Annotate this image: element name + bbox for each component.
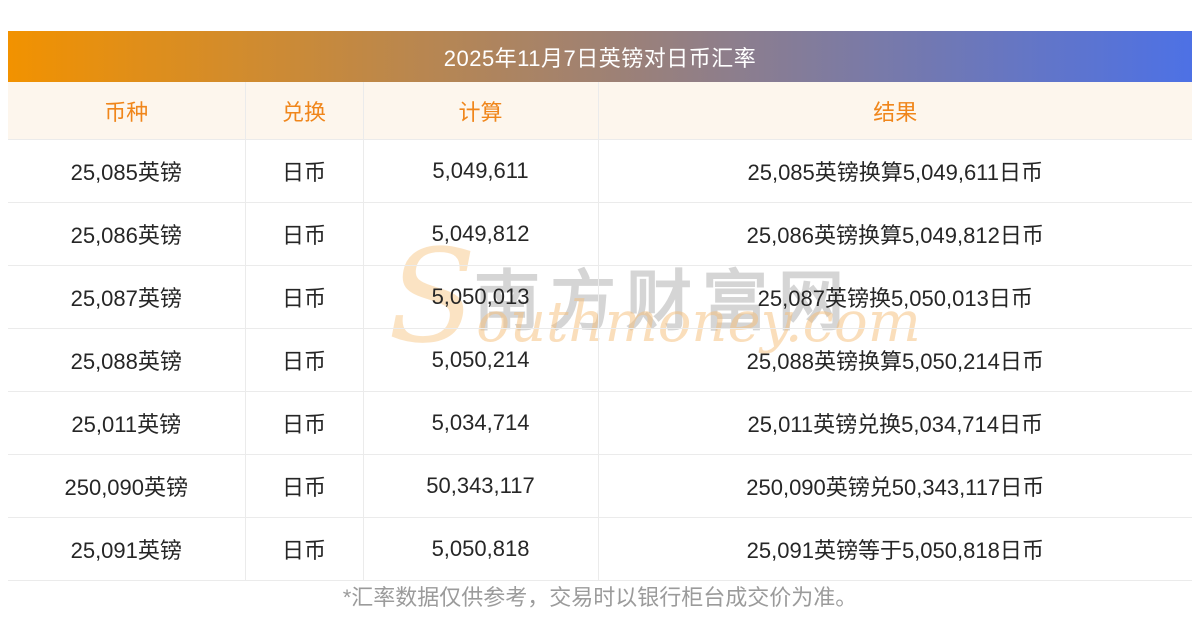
cell-result: 25,085英镑换算5,049,611日币 xyxy=(598,139,1192,203)
table-body: 25,085英镑 日币 5,049,611 25,085英镑换算5,049,611日币… xyxy=(8,139,1192,581)
column-header-currency: 币种 xyxy=(8,82,246,140)
cell-currency: 250,090英镑 xyxy=(8,454,246,518)
table-row: 25,088英镑 日币 5,050,214 25,088英镑换算5,050,214日币 xyxy=(8,328,1192,392)
table-row: 25,011英镑 日币 5,034,714 25,011英镑兑换5,034,714日币 xyxy=(8,391,1192,455)
cell-calculation: 50,343,117 xyxy=(363,454,599,518)
cell-calculation: 5,049,611 xyxy=(363,139,599,203)
table-row: 250,090英镑 日币 50,343,117 250,090英镑兑50,343,11… xyxy=(8,454,1192,518)
cell-calculation: 5,034,714 xyxy=(363,391,599,455)
table-header-row: 币种 兑换 计算 结果 xyxy=(8,82,1192,140)
cell-target-currency: 日币 xyxy=(245,202,364,266)
cell-target-currency: 日币 xyxy=(245,391,364,455)
cell-currency: 25,091英镑 xyxy=(8,517,246,581)
table-row: 25,087英镑 日币 5,050,013 25,087英镑换5,050,013日币 xyxy=(8,265,1192,329)
cell-result: 250,090英镑兑50,343,117日币 xyxy=(598,454,1192,518)
cell-target-currency: 日币 xyxy=(245,265,364,329)
cell-currency: 25,087英镑 xyxy=(8,265,246,329)
cell-calculation: 5,050,214 xyxy=(363,328,599,392)
cell-target-currency: 日币 xyxy=(245,517,364,581)
cell-currency: 25,085英镑 xyxy=(8,139,246,203)
cell-target-currency: 日币 xyxy=(245,454,364,518)
column-header-result: 结果 xyxy=(598,82,1192,140)
cell-result: 25,011英镑兑换5,034,714日币 xyxy=(598,391,1192,455)
cell-currency: 25,086英镑 xyxy=(8,202,246,266)
cell-calculation: 5,049,812 xyxy=(363,202,599,266)
column-header-calculation: 计算 xyxy=(363,82,599,140)
cell-result: 25,088英镑换算5,050,214日币 xyxy=(598,328,1192,392)
cell-result: 25,091英镑等于5,050,818日币 xyxy=(598,517,1192,581)
table-row: 25,086英镑 日币 5,049,812 25,086英镑换算5,049,812日币 xyxy=(8,202,1192,266)
cell-result: 25,087英镑换5,050,013日币 xyxy=(598,265,1192,329)
footnote: *汇率数据仅供参考，交易时以银行柜台成交价为准。 xyxy=(342,585,858,610)
table-row: 25,091英镑 日币 5,050,818 25,091英镑等于5,050,818日币 xyxy=(8,517,1192,581)
cell-target-currency: 日币 xyxy=(245,139,364,203)
table-row: 25,085英镑 日币 5,049,611 25,085英镑换算5,049,611日币 xyxy=(8,139,1192,203)
page-title: 2025年11月7日英镑对日币汇率 xyxy=(443,45,757,71)
cell-calculation: 5,050,818 xyxy=(363,517,599,581)
cell-calculation: 5,050,013 xyxy=(363,265,599,329)
title-bar: 2025年11月7日英镑对日币汇率 xyxy=(8,31,1192,82)
cell-target-currency: 日币 xyxy=(245,328,364,392)
cell-currency: 25,011英镑 xyxy=(8,391,246,455)
exchange-rate-table: 币种 兑换 计算 结果 25,085英镑 日币 5,049,611 25,085英镑换… xyxy=(8,82,1192,581)
cell-result: 25,086英镑换算5,049,812日币 xyxy=(598,202,1192,266)
column-header-exchange: 兑换 xyxy=(245,82,364,140)
cell-currency: 25,088英镑 xyxy=(8,328,246,392)
